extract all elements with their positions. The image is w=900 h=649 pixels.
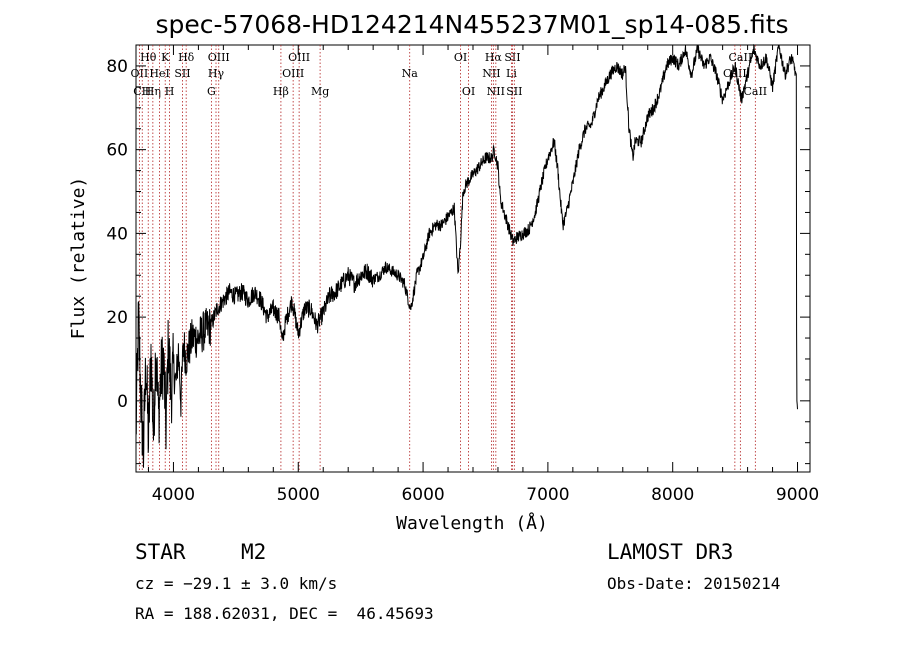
line-label-21: NII [487,85,505,98]
line-label-15: Mg [311,85,329,98]
line-label-12: Hβ [273,85,289,98]
line-label-0: OII [131,67,149,80]
x-tick-label: 4000 [152,485,195,505]
line-label-17: OI [454,51,467,64]
survey-name: LAMOST DR3 [607,540,734,564]
line-label-2: Hθ [140,51,157,64]
y-axis-label: Flux (relative) [68,177,89,340]
y-tick-label: 60 [106,141,128,161]
line-label-11: OIII [208,51,230,64]
line-label-3: Hη [145,85,161,98]
line-label-14: OIII [288,51,310,64]
coordinates: RA = 188.62031, DEC = 46.45693 [135,604,434,623]
line-label-4: HeI [149,67,169,80]
x-tick-label: 6000 [401,485,444,505]
object-subclass: M2 [241,540,267,564]
chart-title: spec-57068-HD124214N455237M01_sp14-085.f… [155,10,788,39]
y-axis-ticks: 0 20 40 60 80 [106,44,810,465]
line-label-27: CaII [743,85,767,98]
line-label-6: H [165,85,175,98]
plot-frame [135,44,811,473]
line-label-25: CaII [723,67,747,80]
spectral-line-markers: OII CH Hθ Hη HeI K H SII Hδ G Hγ OIII Hβ OIII OIII Mg Na… [131,45,767,472]
spectrum-line [135,43,798,468]
line-label-22: Li [506,67,517,80]
line-label-10: Hγ [208,67,225,80]
x-tick-label: 9000 [776,485,819,505]
line-label-7: SII [174,67,190,80]
y-tick-label: 20 [106,308,128,328]
line-label-19: NII [482,67,500,80]
x-tick-label: 8000 [651,485,694,505]
observation-date: Obs-Date: 20150214 [607,574,781,593]
line-label-23: SII [504,51,520,64]
y-tick-label: 80 [106,57,128,77]
line-label-20: Hα [485,51,503,64]
x-tick-label: 5000 [277,485,320,505]
line-label-8: Hδ [178,51,195,64]
redshift-velocity: cz = −29.1 ± 3.0 km/s [135,574,338,593]
line-label-1: CH [133,85,151,98]
line-label-13: OIII [282,67,304,80]
x-axis-label: Wavelength (Å) [396,512,548,534]
x-tick-label: 7000 [526,485,569,505]
line-label-5: K [161,51,170,64]
line-label-18: OI [462,85,475,98]
line-label-9: G [207,85,216,98]
object-class: STAR [135,540,186,564]
line-label-16: Na [402,67,419,80]
line-label-24: SII [506,85,522,98]
y-tick-label: 40 [106,224,128,244]
line-label-26: CaII [729,51,753,64]
x-axis-ticks: 4000 5000 6000 7000 8000 9000 [147,45,819,505]
y-tick-label: 0 [117,392,128,412]
